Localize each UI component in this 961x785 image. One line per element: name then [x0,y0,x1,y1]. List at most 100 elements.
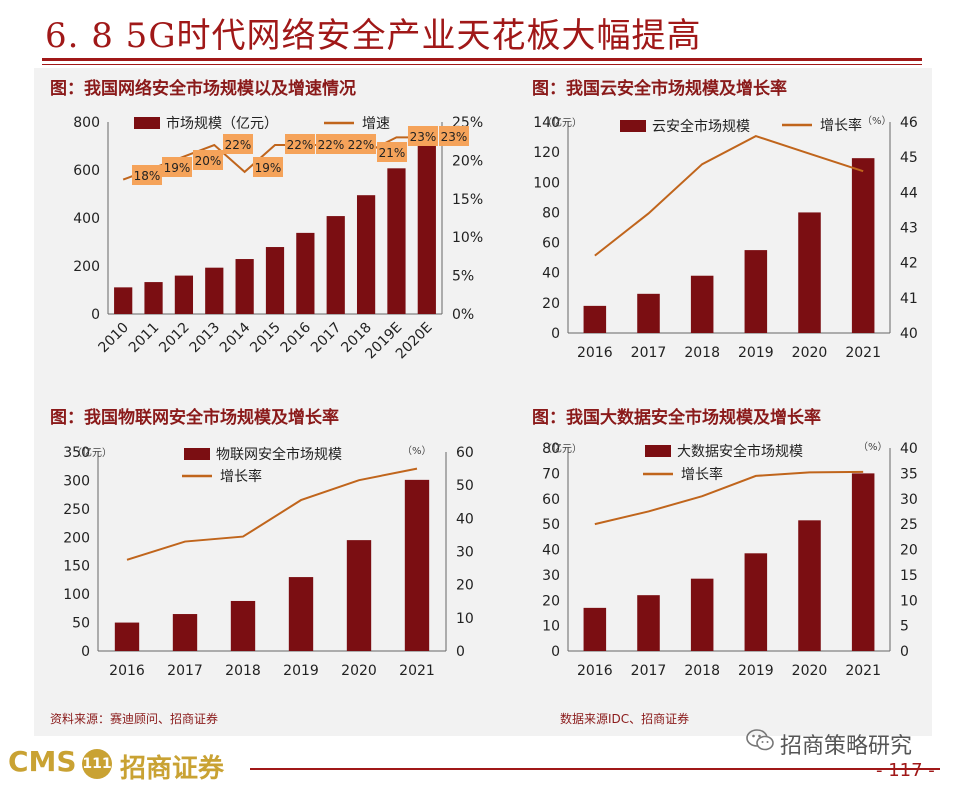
c4-unit-left: （亿元） [542,442,582,455]
c4-yright-tick: 40 [900,441,918,457]
c1-x-tick: 2013 [187,320,224,357]
c1-data-label: 19% [164,161,191,175]
chart2-title: 图：我国云安全市场规模及增长率 [532,79,787,99]
c1-data-label: 22% [348,138,375,152]
c2-x-tick: 2021 [845,345,881,361]
chart-cloud-security: 0 20 40 60 80 100 120 140 40 41 42 43 44 45 46 2016 2017… [533,115,918,361]
c2-yleft-tick: 80 [542,205,560,221]
c1-bar [174,275,194,314]
c1-bar [296,232,315,314]
c3-yright-tick: 50 [456,478,474,494]
c1-x-tick: 2012 [156,320,193,357]
c2-legend-bar-label: 云安全市场规模 [652,118,750,135]
c2-yright-tick: 44 [900,185,918,201]
chart-iot-security: 0 50 100 150 200 250 300 350 0 10 20 30 40 50 60 2016 20… [63,445,474,679]
c4-bar [744,553,768,651]
c1-data-label: 22% [287,138,314,152]
c1-yright-tick: 15% [452,192,483,208]
c4-x-tick: 2018 [684,663,720,679]
c1-yleft-tick: 0 [91,307,100,323]
c4-x-tick: 2017 [631,663,667,679]
c1-data-label-box [132,165,162,185]
c3-bar [404,479,430,651]
c4-x-tick: 2020 [792,663,828,679]
c1-legend-bar-label: 市场规模（亿元） [166,115,278,132]
c4-yleft-tick: 10 [542,619,560,635]
wechat-account: 招商策略研究 [780,734,913,759]
c1-bar [114,287,133,314]
c1-legend-bar-swatch [134,117,160,129]
c3-yleft-tick: 0 [81,644,90,660]
cms-logo: CMS [8,745,77,778]
c4-x-tick: 2019 [738,663,774,679]
c3-yleft-tick: 350 [63,445,90,461]
c3-yright-tick: 30 [456,545,474,561]
wechat-icon [746,729,774,751]
c3-legend-bar-label: 物联网安全市场规模 [216,446,342,463]
c2-yleft-tick: 20 [542,296,560,312]
c2-unit-left: （亿元） [542,116,582,129]
c4-yright-tick: 0 [900,644,909,660]
c4-yleft-tick: 60 [542,492,560,508]
c1-yleft-tick: 200 [73,259,100,275]
source-right: 数据来源IDC、招商证券 [560,712,690,726]
title-rule-thin [42,64,922,65]
c2-legend-line-label: 增长率 [820,117,862,134]
c2-yright-tick: 40 [900,326,918,342]
c2-bar [851,158,875,333]
c1-data-label: 19% [255,161,282,175]
c1-data-label-box [193,150,223,170]
c1-yright-tick: 0% [452,307,474,323]
c1-yleft-tick: 600 [73,163,100,179]
c1-legend-line-label: 增速 [362,116,390,132]
c2-bar [637,293,660,333]
c3-growth-line [126,467,418,561]
c2-unit-right: （%） [862,115,892,127]
c3-bar [230,600,256,651]
c3-x-tick: 2021 [399,663,435,679]
c3-yleft-tick: 100 [63,587,90,603]
c3-yleft-tick: 300 [63,473,90,489]
c3-bar [172,614,198,651]
c4-yright-tick: 5 [900,619,909,635]
c1-yright-tick: 20% [452,153,483,169]
c1-data-label-box [162,157,192,177]
c3-unit-left: （亿元） [72,446,112,459]
c1-bar [387,168,406,314]
chart-network-security: 02004006008000%5%10%15%20%25%20102011201… [73,115,483,362]
c1-data-label-box [285,134,315,154]
chart4-title: 图：我国大数据安全市场规模及增长率 [532,408,821,428]
c4-yright-tick: 30 [900,492,918,508]
c1-yleft-tick: 800 [73,115,100,131]
c2-bar [583,305,607,333]
c2-bar [798,212,821,333]
chart1-title: 图：我国网络安全市场规模以及增速情况 [50,79,356,99]
c3-x-tick: 2017 [167,663,203,679]
c3-yleft-tick: 150 [63,559,90,575]
c3-yright-tick: 40 [456,511,474,527]
c4-yright-tick: 35 [900,466,918,482]
c1-x-tick: 2014 [217,319,254,356]
c1-data-label: 22% [318,138,345,152]
c1-data-label-box [316,134,346,154]
c2-yleft-tick: 0 [551,326,560,342]
c4-yright-tick: 25 [900,517,918,533]
c4-legend-line-label: 增长率 [681,466,723,483]
c3-yright-tick: 0 [456,644,465,660]
c1-x-tick: 2016 [278,319,315,356]
c2-yright-tick: 42 [900,256,918,272]
c1-yright-tick: 5% [452,269,474,285]
c1-bar [265,247,285,314]
c2-bar [744,250,768,333]
c1-data-label: 21% [379,146,406,160]
c1-x-tick: 2011 [126,320,163,357]
c1-data-label-box [223,134,253,154]
c4-bar [798,520,821,651]
c3-x-tick: 2016 [109,663,145,679]
c4-bar [637,595,660,651]
c3-x-tick: 2020 [341,663,377,679]
c4-legend-bar-label: 大数据安全市场规模 [677,443,803,460]
c3-yleft-tick: 50 [72,616,90,632]
c2-yright-tick: 43 [900,221,918,237]
c1-data-label: 23% [441,130,468,144]
